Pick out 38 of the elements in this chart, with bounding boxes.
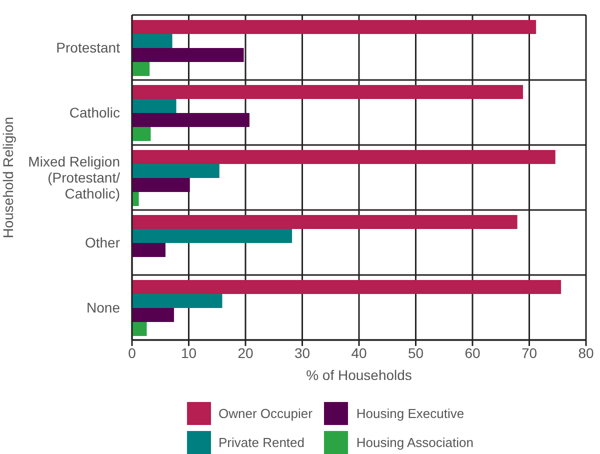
bar [132,164,220,178]
y-axis-title: Household Religion [0,116,16,238]
y-tick-label: None [86,300,120,316]
bar [132,243,166,257]
bar [132,178,190,192]
legend-label: Housing Executive [356,406,464,421]
x-tick-label: 10 [180,344,197,361]
bar [132,229,292,243]
legend-label: Owner Occupier [218,406,312,421]
bar [132,308,174,322]
x-tick-label: 70 [521,344,538,361]
x-tick-label: 60 [464,344,480,361]
bar [132,280,562,294]
x-tick-label: 20 [238,344,254,361]
bar [132,34,172,48]
bar [132,150,556,164]
bar [132,113,250,127]
x-axis-title: % of Households [306,367,412,383]
bar [132,322,147,336]
x-tick-label: 0 [128,344,136,361]
x-tick-label: 50 [408,344,424,361]
legend-label: Housing Association [356,435,474,450]
bar [132,62,150,76]
bar [132,127,151,141]
y-tick-label: Mixed Religion (Protestant/Catholic) [28,154,120,202]
y-tick-label: Catholic [69,104,120,120]
x-tick-label: 80 [578,344,594,361]
bar [132,48,244,62]
bar [132,294,222,308]
y-tick-label: Other [84,234,120,250]
legend-label: Private Rented [218,435,304,450]
y-tick-label: Protestant [56,40,120,56]
bar [132,99,176,113]
bar [132,85,524,99]
x-tick-label: 40 [351,344,367,361]
bar [132,20,536,34]
x-tick-label: 30 [294,344,310,361]
bar [132,215,518,229]
